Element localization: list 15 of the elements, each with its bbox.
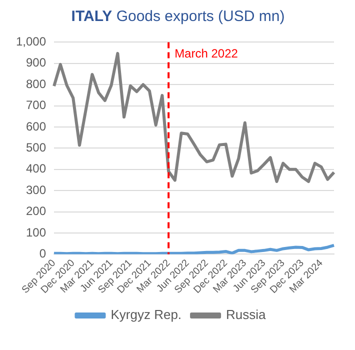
y-tick-label: 800 <box>26 76 46 91</box>
legend-label: Russia <box>226 307 267 322</box>
y-tick-label: 0 <box>39 246 46 261</box>
legend-label: Kyrgyz Rep. <box>110 307 182 322</box>
y-tick-label: 1,000 <box>16 34 46 49</box>
y-tick-label: 700 <box>26 98 46 112</box>
y-tick-label: 500 <box>26 140 46 155</box>
y-tick-label: 100 <box>26 225 46 240</box>
chart-title: ITALY Goods exports (USD mn) <box>71 8 285 25</box>
y-tick-label: 600 <box>26 119 46 134</box>
y-tick-label: 300 <box>26 182 46 197</box>
ref-line-label: March 2022 <box>174 46 238 61</box>
y-tick-label: 900 <box>26 56 46 70</box>
y-tick-label: 400 <box>26 162 46 176</box>
y-tick-label: 200 <box>26 204 46 218</box>
